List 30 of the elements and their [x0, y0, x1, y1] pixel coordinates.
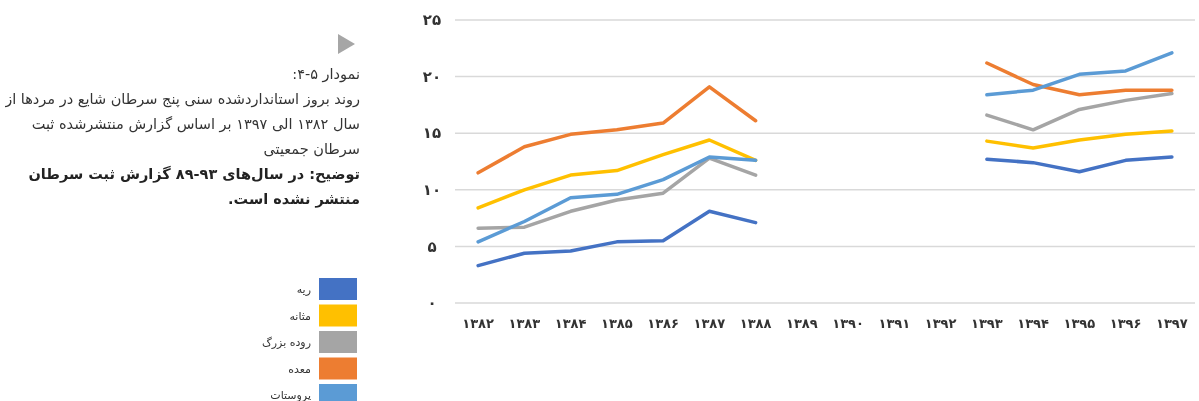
x-tick-label: ۱۳۸۴ [554, 316, 587, 331]
legend-label: ریه [296, 283, 311, 296]
x-tick-label: ۱۳۸۲ [462, 316, 495, 331]
y-tick-label: ۱۵ [422, 124, 442, 143]
x-tick-label: ۱۳۸۵ [601, 316, 633, 331]
x-tick-label: ۱۳۹۱ [878, 316, 911, 331]
y-tick-label: ۵ [427, 237, 437, 256]
x-tick-label: ۱۳۸۷ [693, 316, 726, 331]
x-tick-label: ۱۳۸۹ [786, 316, 818, 331]
x-tick-label: ۱۳۹۲ [924, 316, 957, 331]
y-tick-label: ۰ [427, 294, 437, 313]
x-tick-label: ۱۳۹۷ [1156, 316, 1188, 331]
x-tick-label: ۱۳۸۳ [508, 316, 541, 331]
legend-label: پروستات [270, 389, 311, 401]
legend-label: معده [288, 362, 312, 376]
x-tick-label: ۱۳۸۶ [647, 316, 679, 331]
x-tick-label: ۱۳۹۵ [1063, 316, 1096, 331]
x-tick-label: ۱۳۸۸ [739, 316, 772, 331]
y-tick-label: ۲۵ [422, 11, 442, 30]
x-tick-label: ۱۳۹۴ [1017, 316, 1050, 331]
text: توضیح: در سال‌های ۹۳-۸۹ گزارش ثبت سرطان منتشر نشده است. [27, 165, 360, 210]
x-tick-label: ۱۳۹۳ [971, 316, 1003, 331]
y-tick-label: ۲۰ [422, 67, 442, 86]
text: روند بروز استانداردشده سنی پنج سرطان شایع در مردها از سال ۱۳۸۲ الی ۱۳۹۷ بر اساس گزارش منتشرشده ثبت سرطان جمعیتی [5, 90, 360, 160]
x-tick-label: ۱۳۹۰ [832, 316, 864, 331]
x-tick-label: ۱۳۹۶ [1109, 316, 1142, 331]
legend-label: روده بزرگ [261, 336, 311, 349]
legend-label: مثانه [289, 309, 312, 323]
y-tick-label: ۱۰ [422, 181, 442, 200]
text: نمودار ۵-۴: [291, 65, 360, 85]
